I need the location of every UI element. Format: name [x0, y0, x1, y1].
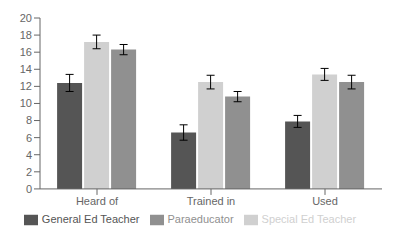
svg-text:12: 12 [20, 80, 32, 92]
svg-text:Used: Used [312, 195, 338, 207]
html-text:Special Ed Teacher: Special Ed Teacher [261, 212, 357, 225]
html-text:General Ed Teacher: General Ed Teacher [41, 212, 140, 225]
svg-text:6: 6 [26, 132, 32, 144]
svg-text:4: 4 [26, 149, 32, 161]
svg-text:Heard of: Heard of [76, 195, 119, 207]
svg-text:16: 16 [20, 46, 32, 58]
svg-text:Trained in: Trained in [187, 195, 236, 207]
html-text:Paraeducator: Paraeducator [167, 212, 234, 225]
svg-text:20: 20 [20, 12, 32, 24]
svg-text:0: 0 [26, 183, 32, 195]
svg-text:18: 18 [20, 29, 32, 41]
svg-text:10: 10 [20, 97, 32, 109]
svg-text:8: 8 [26, 114, 32, 126]
svg-text:2: 2 [26, 166, 32, 178]
svg-text:14: 14 [20, 63, 32, 75]
